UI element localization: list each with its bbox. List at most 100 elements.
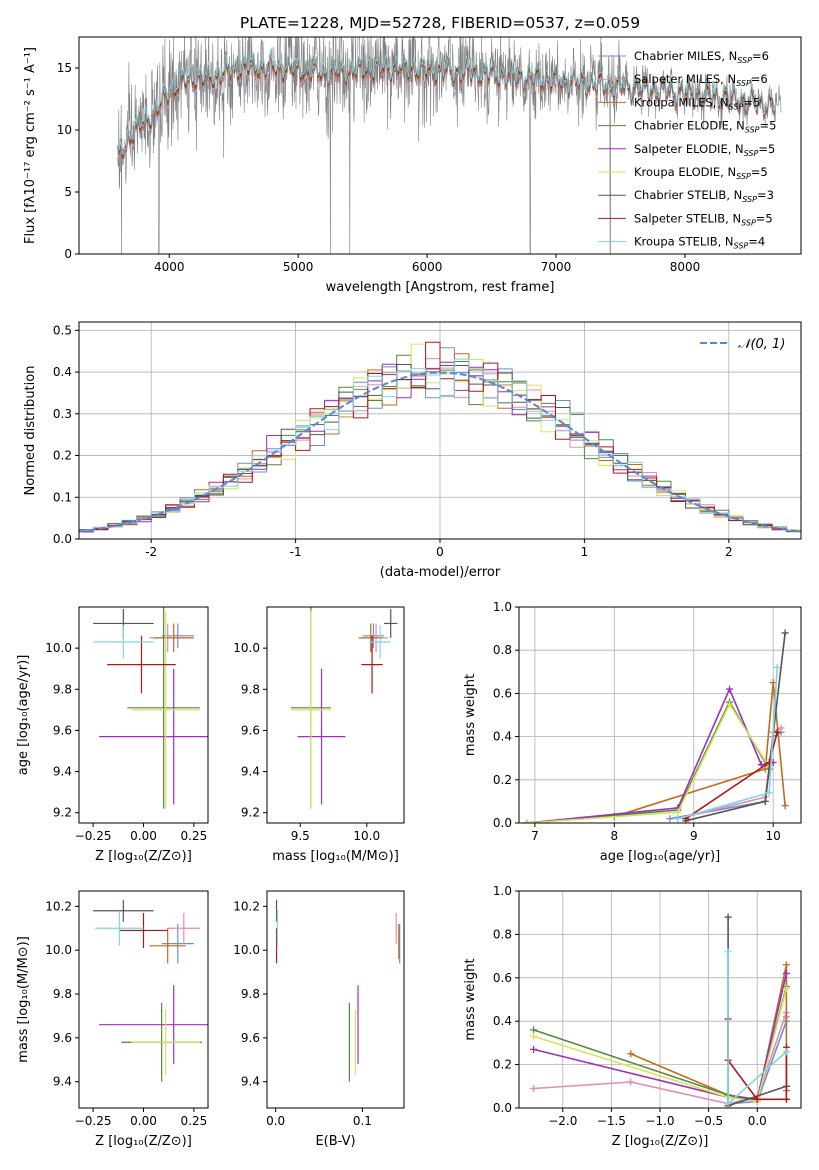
y-axis-label: age [log₁₀(age/yr)]: [16, 655, 31, 776]
legend-entry-salpeter-elodie: Salpeter ELODIE, NSSP=5: [634, 142, 775, 158]
data-point: [666, 815, 674, 823]
x-tick-label: 10: [766, 829, 781, 843]
legend-entry-kroupa-elodie: Kroupa ELODIE, NSSP=5: [634, 165, 768, 181]
y-tick-label: 5: [64, 185, 72, 199]
y-axis-label: Flux [fλ10⁻¹⁷ erg cm⁻² s⁻¹ A⁻¹]: [23, 47, 38, 244]
series-kroupa-stelib: [674, 663, 781, 823]
x-tick-label: -2: [145, 545, 157, 559]
errorbar-chabrier-miles: [161, 923, 194, 964]
errorbar-chabrier-stelib: [93, 899, 154, 922]
axes-frame: [78, 36, 802, 255]
gaussian-reference: [79, 371, 799, 533]
x-tick-label: -1: [290, 545, 302, 559]
data-point: [726, 685, 734, 693]
y-tick-label: 1.0: [493, 884, 512, 898]
x-tick-label: 0: [436, 545, 444, 559]
axes-mass-vs-Z: −0.25 0.00 0.25 9.4 9.6 9.8 10.0 10.2 Z [log₁₀(Z…: [16, 890, 209, 1149]
y-axis-label: mass weight: [463, 958, 478, 1040]
y-tick-label: 0.4: [493, 730, 512, 744]
axes-weight-vs-age: 7 8 9 10 0.0 0.2 0.4 0.6 0.8 1.0 age [log₁₀(age/yr…: [463, 600, 802, 864]
y-tick-label: 9.6: [241, 1031, 260, 1045]
y-tick-label: 0.6: [493, 971, 512, 985]
errorbar-kroupa-miles: [153, 623, 194, 653]
x-tick-label: −0.5: [694, 1114, 723, 1128]
x-axis-label: mass [log₁₀(M/M⊙)]: [272, 849, 399, 864]
axes-weight-vs-Z: −2.0 −1.5 −1.0 −0.5 0.0 0.0 0.2 0.4 0.6 0.8 1.0 Z […: [463, 884, 802, 1149]
x-tick-label: 0.00: [130, 829, 157, 843]
series-line: [677, 667, 778, 820]
y-tick-label: 10.0: [233, 943, 260, 957]
data-point: [530, 1026, 538, 1034]
y-tick-label: 9.2: [241, 806, 260, 820]
y-tick-label: 10.0: [45, 641, 72, 655]
data-point: [530, 1032, 538, 1040]
legend-entry-kroupa-miles: Kroupa MILES, NSSP=5: [634, 95, 760, 111]
series-kroupa-stelib: [117, 48, 776, 156]
y-tick-label: 9.4: [53, 765, 72, 779]
data-point: [724, 913, 732, 921]
x-tick-label: 9.5: [291, 829, 310, 843]
errorbar-kroupa-stelib: [93, 625, 154, 659]
y-tick-label: 0.2: [493, 773, 512, 787]
y-axis-label: mass [log₁₀(M/M⊙)]: [16, 936, 31, 1063]
plot-area: [93, 899, 208, 1082]
x-axis-label: Z [log₁₀(Z/Z⊙)]: [612, 1134, 709, 1149]
y-tick-label: 10.0: [45, 943, 72, 957]
data-point: [761, 797, 769, 805]
y-tick-label: 0.4: [53, 365, 72, 379]
data-point: [627, 1050, 635, 1058]
axes-frame: [266, 890, 405, 1109]
legend-entry-chabrier-miles: Chabrier MILES, NSSP=6: [634, 49, 769, 65]
x-tick-label: 7: [531, 829, 539, 843]
y-tick-label: 0.1: [53, 490, 72, 504]
x-tick-label: 0.0: [266, 1114, 285, 1128]
plot-area: [523, 629, 789, 823]
y-tick-label: 9.4: [241, 765, 260, 779]
y-tick-label: 0.2: [493, 1058, 512, 1072]
y-tick-label: 9.8: [241, 987, 260, 1001]
axes-residuals: -2 -1 0 1 2 0.0 0.1 0.2 0.3 0.4 0.5 (data-model)/er…: [23, 321, 802, 580]
x-axis-label: wavelength [Angstrom, rest frame]: [326, 280, 555, 295]
x-tick-label: 9: [690, 829, 698, 843]
data-point: [530, 1045, 538, 1053]
x-axis-label: Z [log₁₀(Z/Z⊙)]: [95, 1134, 192, 1149]
data-point: [530, 1084, 538, 1092]
y-tick-label: 10: [57, 123, 72, 137]
data-point: [782, 1048, 790, 1056]
errorbar-kroupa-elodie: [131, 611, 200, 809]
y-tick-label: 1.0: [493, 600, 512, 614]
y-tick-label: 0.0: [53, 532, 72, 546]
data-point: [523, 819, 531, 823]
series-line: [533, 988, 788, 1103]
data-point: [777, 724, 785, 732]
y-tick-label: 0.0: [493, 816, 512, 830]
y-tick-label: 0.5: [53, 323, 72, 337]
errorbar-kroupa-miles: [358, 623, 383, 653]
y-tick-label: 10.0: [233, 641, 260, 655]
errorbar-chabrier-stelib: [384, 609, 398, 638]
x-tick-label: 0.25: [181, 829, 208, 843]
errorbar-chabrier-miles: [161, 623, 194, 649]
data-point: [674, 808, 682, 816]
axes-mass-vs-ebv: 0.0 0.1 9.4 9.6 9.8 10.0 10.2 E(B-V): [233, 890, 405, 1149]
data-point: [782, 969, 790, 977]
y-tick-label: 0.0: [493, 1101, 512, 1115]
axes-frame: [266, 606, 405, 824]
errorbar-salpeter-elodie: [99, 668, 208, 805]
x-tick-label: 5000: [283, 260, 314, 274]
errorbar-salpeter-miles: [167, 912, 200, 944]
axes-age-vs-mass: 9.5 10.0 9.2 9.4 9.6 9.8 10.0 mass [log₁₀(M/M⊙)…: [233, 606, 405, 864]
y-tick-label: 0.8: [493, 643, 512, 657]
x-tick-label: 0.0: [748, 1114, 767, 1128]
x-tick-label: −2.0: [548, 1114, 577, 1128]
y-tick-label: 10.2: [233, 899, 260, 913]
data-point: [753, 1095, 761, 1103]
errorbar-salpeter-elodie: [99, 985, 208, 1065]
plot-area: [290, 607, 398, 809]
errorbar-kroupa-elodie: [131, 1009, 200, 1076]
y-axis-label: Normed distribution: [23, 366, 38, 496]
data-point: [773, 728, 781, 736]
series-line: [526, 702, 770, 823]
x-tick-label: 4000: [154, 260, 185, 274]
legend: Chabrier MILES, NSSP=6 Salpeter MILES, NS…: [598, 49, 776, 251]
